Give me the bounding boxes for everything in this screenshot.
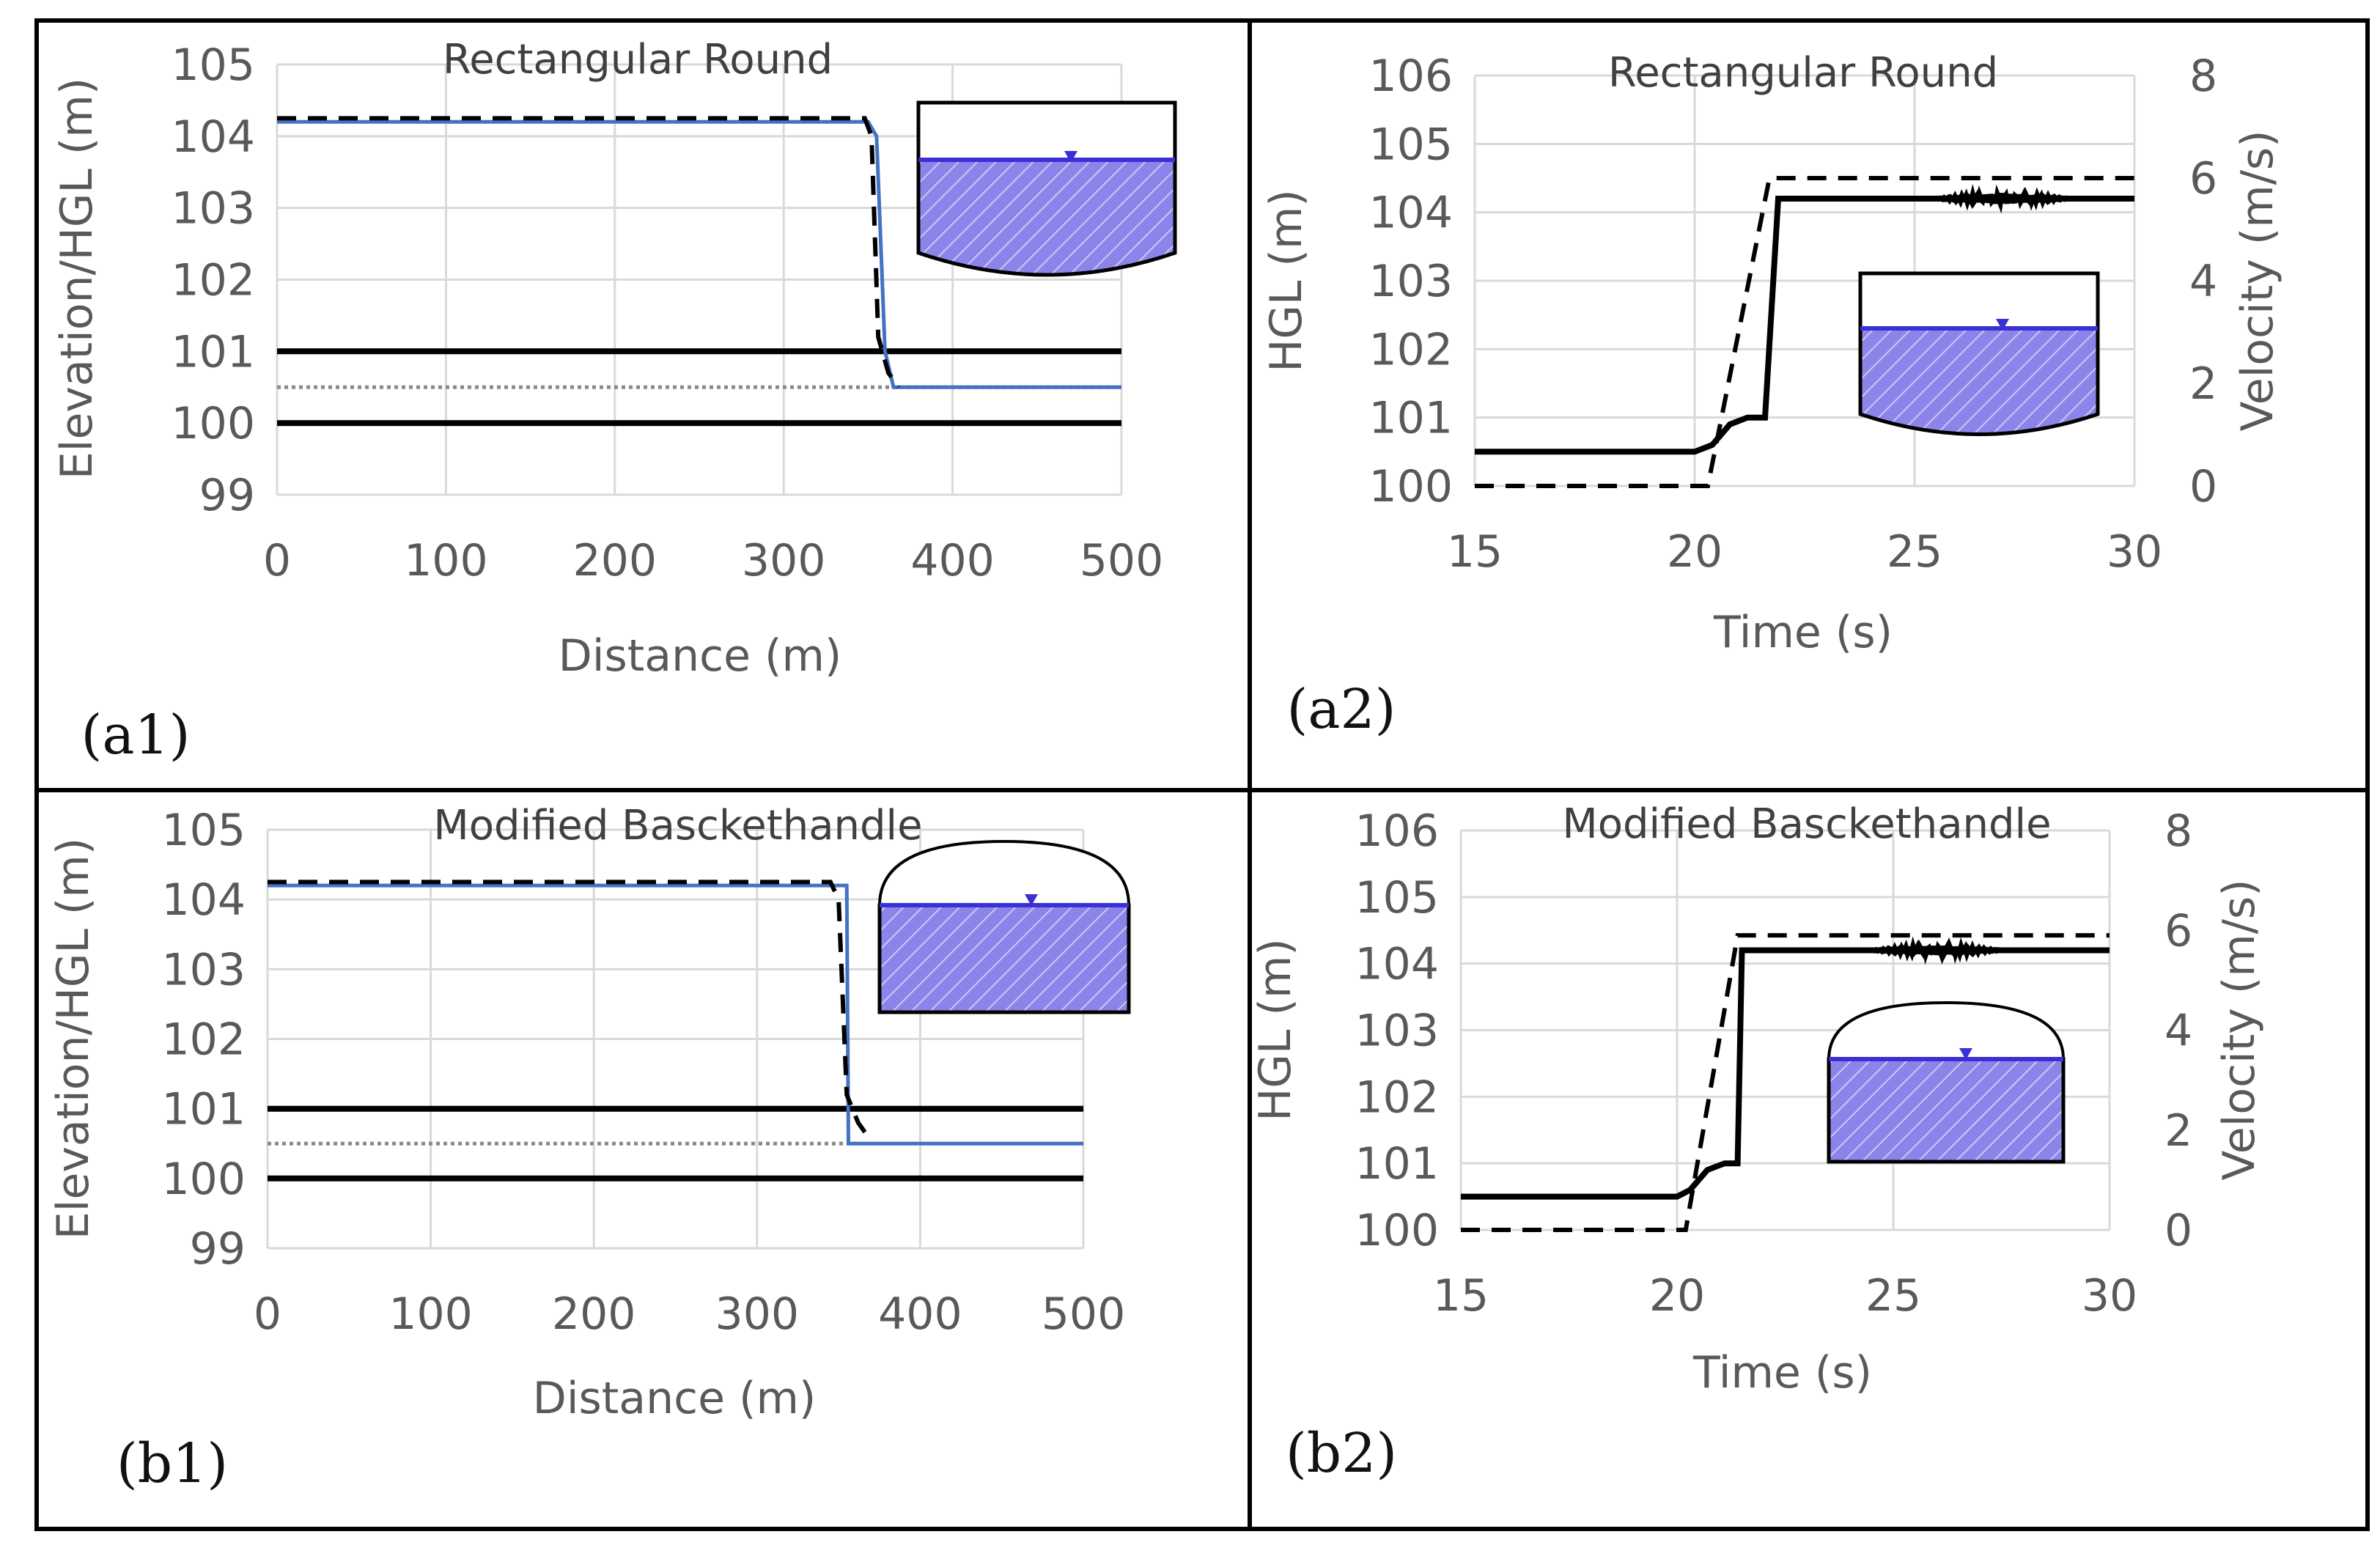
- y-tick-label: 105: [1368, 119, 1453, 170]
- y2-tick-label: 4: [2189, 256, 2217, 307]
- y-tick-label: 100: [171, 398, 255, 449]
- y2-tick-label: 6: [2165, 905, 2192, 957]
- x-tick-label: 100: [404, 535, 488, 586]
- y-tick-label: 99: [199, 470, 255, 521]
- y-axis-title: HGL (m): [1250, 938, 1301, 1121]
- cross-section-basket-handle-b1: [877, 839, 1131, 1014]
- x-tick-label: 400: [878, 1289, 962, 1340]
- y2-axis-title: Velocity (m/s): [2232, 130, 2283, 431]
- x-tick-label: 15: [1433, 1270, 1489, 1322]
- x-tick-label: 200: [573, 535, 657, 586]
- series-line-hgl-dashed: [268, 880, 870, 1138]
- y2-tick-label: 6: [2189, 153, 2217, 204]
- x-tick-label: 400: [910, 535, 995, 586]
- y2-axis-title: Velocity (m/s): [2214, 879, 2265, 1180]
- y-tick-label: 102: [1368, 324, 1453, 375]
- y-axis-title: HGL (m): [1261, 189, 1312, 372]
- x-tick-label: 0: [254, 1289, 281, 1340]
- y-tick-label: 106: [1368, 51, 1453, 102]
- series-line-hgl: [1475, 183, 2134, 455]
- cross-section-rectangular-round-a1: [916, 100, 1177, 277]
- x-tick-label: 25: [1865, 1270, 1921, 1322]
- y-axis-title: Elevation/HGL (m): [48, 838, 99, 1239]
- y2-tick-label: 8: [2189, 51, 2217, 102]
- y-tick-label: 103: [161, 944, 246, 995]
- y-tick-label: 105: [161, 805, 246, 856]
- y-tick-label: 106: [1355, 806, 1439, 857]
- y-tick-label: 104: [1355, 939, 1439, 990]
- x-tick-label: 0: [263, 535, 291, 586]
- x-axis-title: Distance (m): [559, 630, 842, 682]
- series-line-hgl: [1461, 936, 2110, 1200]
- y-tick-label: 101: [1355, 1138, 1439, 1190]
- x-tick-label: 15: [1447, 526, 1503, 578]
- x-tick-label: 20: [1649, 1270, 1705, 1322]
- x-tick-label: 300: [715, 1289, 800, 1340]
- y2-tick-label: 8: [2165, 806, 2192, 857]
- y-tick-label: 103: [1368, 256, 1453, 307]
- x-tick-label: 100: [388, 1289, 473, 1340]
- chart-title: Rectangular Round: [1608, 49, 1998, 97]
- x-tick-label: 25: [1887, 526, 1942, 578]
- panel-label: (b2): [1286, 1422, 1397, 1485]
- x-tick-label: 20: [1667, 526, 1723, 578]
- y-tick-label: 105: [171, 40, 255, 91]
- y-tick-label: 104: [161, 874, 246, 926]
- y-tick-label: 105: [1355, 872, 1439, 924]
- y-tick-label: 100: [161, 1154, 246, 1205]
- cross-section-rectangular-round-a2: [1858, 271, 2100, 436]
- y-tick-label: 99: [190, 1223, 246, 1275]
- y-tick-label: 104: [1368, 188, 1453, 239]
- y-tick-label: 101: [171, 326, 255, 377]
- x-tick-label: 30: [2107, 526, 2162, 578]
- series-line-hgl-blue: [277, 119, 1121, 389]
- series-line-hgl-dashed: [277, 116, 901, 389]
- y2-tick-label: 0: [2189, 461, 2217, 512]
- x-axis-title: Distance (m): [533, 1373, 817, 1424]
- y-tick-label: 101: [1368, 393, 1453, 444]
- x-tick-label: 500: [1042, 1289, 1126, 1340]
- y-tick-label: 104: [171, 111, 255, 163]
- x-axis-title: Time (s): [1692, 1347, 1872, 1398]
- y-tick-label: 103: [1355, 1006, 1439, 1057]
- panel-b1: 99 100 101 102 103 104 105 0 100 200 300 400 500 Modi…: [48, 802, 1125, 1495]
- panel-label: (a1): [81, 704, 191, 767]
- y2-tick-label: 4: [2165, 1006, 2192, 1057]
- chart-title: Rectangular Round: [443, 36, 833, 84]
- y-axis-title: Elevation/HGL (m): [51, 78, 103, 479]
- chart-title: Modified Basckethandle: [1562, 800, 2051, 848]
- series-line-hgl-blue: [268, 883, 1083, 1146]
- panel-b2: 100 101 102 103 104 105 106 15 20 25 30 0 2 4 6 8 Veloci…: [1250, 800, 2265, 1485]
- x-tick-label: 500: [1080, 535, 1164, 586]
- figure-frame: [34, 18, 2370, 1531]
- x-axis-title: Time (s): [1713, 607, 1893, 658]
- y2-tick-label: 2: [2189, 358, 2217, 410]
- panel-label: (b1): [117, 1432, 228, 1495]
- y-tick-label: 101: [161, 1084, 246, 1135]
- x-tick-label: 200: [552, 1289, 636, 1340]
- x-tick-label: 300: [742, 535, 826, 586]
- panel-a1: 99 100 101 102 103 104 105 0 100 200 300 400 500 Rect…: [51, 36, 1163, 767]
- cross-section-basket-handle-b2: [1827, 1000, 2066, 1164]
- y-tick-label: 100: [1368, 461, 1453, 512]
- panel-a2: 100 101 102 103 104 105 106 15 20 25 30 0 2 4 6 8 Veloci…: [1261, 49, 2283, 741]
- chart-title: Modified Basckethandle: [433, 802, 922, 849]
- y2-tick-label: 0: [2165, 1205, 2192, 1256]
- y-tick-label: 102: [161, 1014, 246, 1066]
- panel-label: (a2): [1287, 678, 1396, 741]
- y2-tick-label: 2: [2165, 1105, 2192, 1157]
- y-tick-label: 100: [1355, 1205, 1439, 1256]
- y-tick-label: 103: [171, 183, 255, 235]
- series-line-velocity: [1461, 933, 2110, 1232]
- y-tick-label: 102: [171, 255, 255, 306]
- x-tick-label: 30: [2082, 1270, 2137, 1322]
- y-tick-label: 102: [1355, 1072, 1439, 1123]
